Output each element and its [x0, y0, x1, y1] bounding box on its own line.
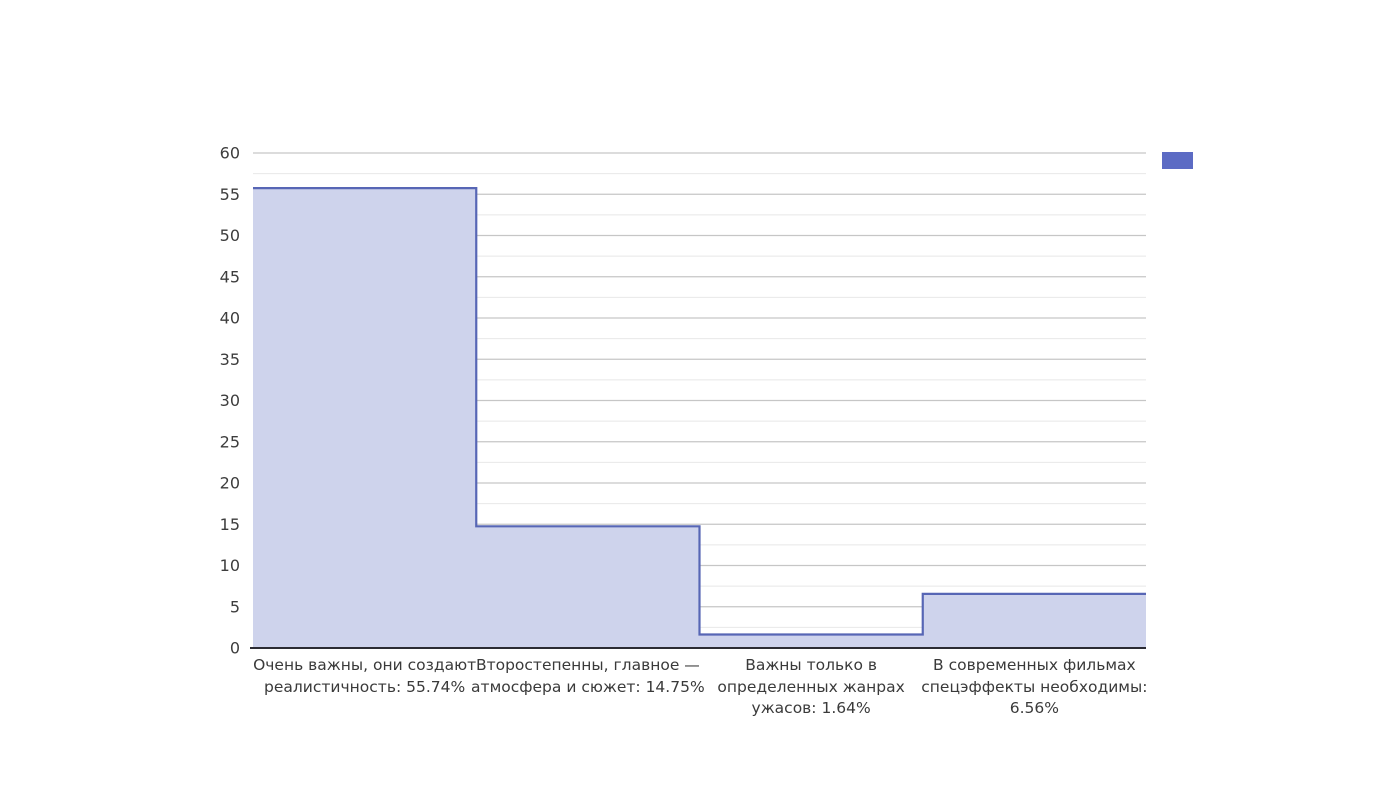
legend-swatch[interactable]: [1162, 152, 1193, 169]
series-step-line: [253, 187, 1146, 636]
y-axis-tick-label: 25: [220, 432, 240, 451]
y-axis-tick-label: 40: [220, 309, 240, 328]
y-axis-tick-label: 35: [220, 350, 240, 369]
y-axis-tick-label: 55: [220, 185, 240, 204]
y-axis-tick-label: 20: [220, 474, 240, 493]
y-axis-tick-label: 10: [220, 556, 240, 575]
y-axis-tick-label: 15: [220, 515, 240, 534]
y-axis-tick-label: 5: [230, 597, 240, 616]
y-axis-tick-label: 30: [220, 391, 240, 410]
y-axis-tick-label: 0: [230, 639, 240, 658]
y-axis-tick-label: 60: [220, 144, 240, 163]
y-axis-tick-label: 45: [220, 267, 240, 286]
y-axis-tick-label: 50: [220, 226, 240, 245]
